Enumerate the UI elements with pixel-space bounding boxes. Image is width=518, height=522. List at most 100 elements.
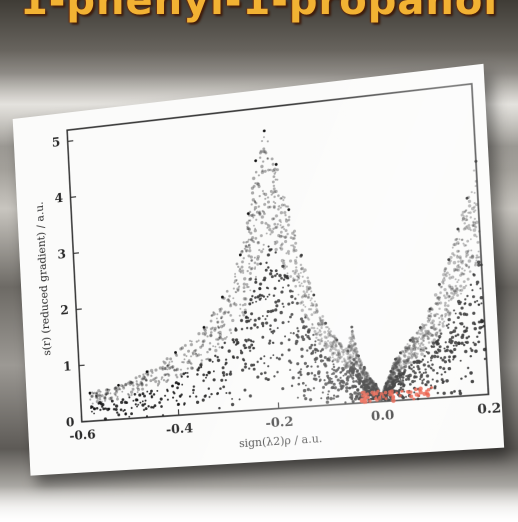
scatter-point: [281, 259, 285, 263]
scatter-point: [476, 254, 479, 257]
scatter-point: [276, 273, 278, 275]
scatter-point: [225, 392, 227, 394]
scatter-point: [250, 327, 253, 330]
scatter-point: [225, 358, 227, 360]
scatter-point: [433, 355, 437, 359]
scatter-point: [303, 280, 306, 283]
envelope-point: [474, 160, 477, 163]
scatter-point: [190, 343, 193, 346]
scatter-point: [267, 266, 270, 269]
scatter-point: [267, 253, 270, 257]
scatter-point: [205, 377, 207, 379]
scatter-point: [468, 200, 471, 204]
scatter-point: [283, 306, 285, 308]
scatter-point: [141, 387, 144, 390]
scatter-point: [474, 301, 477, 304]
scatter-point: [301, 282, 303, 284]
scatter-point: [466, 295, 468, 297]
scatter-point: [251, 295, 253, 298]
scatter-point: [206, 326, 209, 329]
scatter-point: [469, 270, 472, 273]
scatter-point: [262, 190, 264, 192]
scatter-point: [479, 287, 481, 289]
scatter-point: [295, 266, 297, 268]
scatter-point: [405, 396, 407, 398]
scatter-point: [327, 393, 329, 395]
scatter-point: [297, 273, 299, 275]
scatter-point: [438, 307, 441, 310]
scatter-chart: 012345 -0.6 -0.4 -0.2 0.0 0.2 sign(λ2)ρ / a.…: [13, 64, 504, 476]
scatter-point: [180, 369, 182, 371]
scatter-point: [320, 359, 323, 362]
scatter-point: [417, 347, 420, 350]
scatter-point: [332, 356, 334, 358]
scatter-point: [130, 412, 133, 415]
scatter-point: [259, 156, 262, 159]
scatter-point: [444, 313, 447, 316]
scatter-point: [474, 218, 476, 220]
scatter-point: [231, 398, 233, 400]
scatter-point: [442, 273, 446, 277]
scatter-point: [219, 346, 221, 348]
scatter-point: [243, 303, 246, 306]
scatter-point: [255, 276, 257, 278]
scatter-point: [275, 304, 278, 307]
scatter-point: [308, 294, 310, 296]
envelope-point: [312, 293, 315, 296]
scatter-point: [230, 332, 232, 334]
scatter-point: [478, 251, 480, 253]
scatter-point: [468, 259, 472, 263]
scatter-point: [475, 259, 477, 261]
x-tick-label: -0.2: [265, 413, 294, 430]
scatter-point: [323, 331, 326, 334]
scatter-point: [461, 267, 463, 269]
scatter-point: [257, 317, 260, 320]
scatter-point: [116, 396, 118, 398]
scatter-point: [439, 291, 442, 294]
scatter-point: [121, 391, 123, 393]
scatter-point: [258, 195, 260, 198]
scatter-point: [196, 340, 198, 343]
scatter-point: [441, 322, 444, 325]
scatter-point: [440, 357, 443, 360]
scatter-point: [445, 379, 449, 383]
scatter-point: [121, 398, 124, 401]
scatter-point: [310, 308, 313, 311]
scatter-point: [132, 400, 134, 402]
scatter-point: [291, 301, 294, 304]
scatter-point: [287, 302, 290, 305]
scatter-point: [239, 315, 241, 317]
scatter-point: [471, 380, 475, 384]
scatter-point: [315, 337, 317, 339]
scatter-point: [427, 365, 430, 368]
scatter-point: [444, 302, 447, 305]
scatter-point: [310, 389, 312, 391]
scatter-point: [248, 263, 250, 265]
scatter-point: [289, 289, 292, 292]
scatter-point: [467, 278, 470, 281]
scatter-point: [260, 250, 263, 253]
scatter-point: [269, 324, 272, 327]
scatter-point: [273, 187, 276, 190]
scatter-point: [252, 340, 254, 342]
scatter-point: [314, 300, 316, 302]
scatter-point: [456, 281, 458, 283]
scatter-point: [275, 269, 278, 272]
scatter-point: [243, 257, 245, 260]
scatter-point: [464, 350, 468, 354]
scatter-point: [306, 291, 309, 294]
chart-card: 012345 -0.6 -0.4 -0.2 0.0 0.2 sign(λ2)ρ / a.…: [13, 64, 504, 476]
scatter-point: [322, 391, 324, 393]
scatter-point: [425, 371, 428, 374]
scatter-point: [269, 233, 271, 235]
scatter-point: [258, 249, 260, 251]
scatter-point: [335, 375, 338, 378]
scatter-point: [292, 376, 295, 379]
scatter-point: [334, 386, 337, 390]
scatter-point: [287, 223, 290, 226]
scatter-point: [302, 382, 305, 385]
scatter-point: [442, 324, 445, 327]
scatter-point: [300, 373, 303, 376]
scatter-point: [283, 211, 286, 215]
scatter-point: [443, 356, 446, 359]
